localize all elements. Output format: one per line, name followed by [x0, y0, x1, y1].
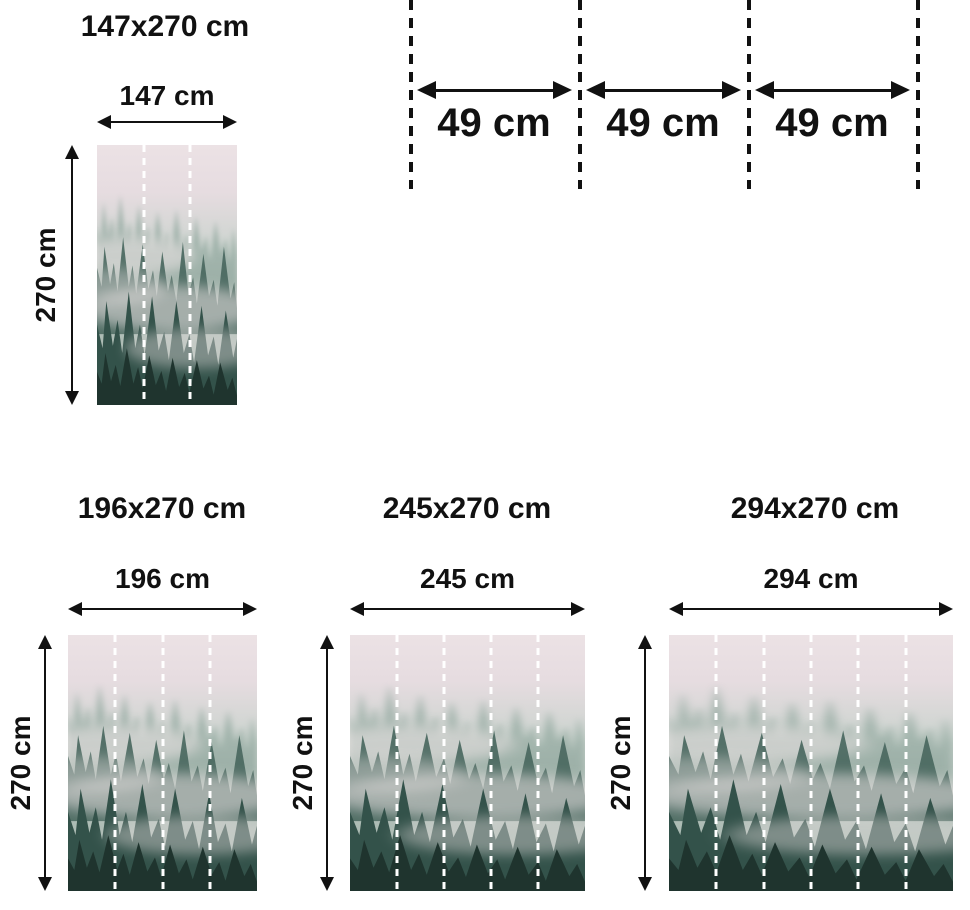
variant-title-294x270: 294x270 cm: [730, 492, 900, 525]
arrowhead-right-icon: [939, 602, 953, 616]
width-dimension-label: 245 cm: [420, 563, 515, 594]
arrowhead-up-icon: [320, 635, 334, 649]
arrow-line: [71, 149, 73, 401]
height-dimension-label: 270 cm: [287, 715, 318, 811]
variant-title-245x270: 245x270 cm: [382, 492, 552, 525]
arrow-line: [354, 608, 581, 610]
height-dimension-label: 270 cm: [5, 715, 36, 811]
panel-width-label: 49 cm: [437, 101, 551, 145]
foggy-forest-image: [350, 635, 585, 891]
arrowhead-up-icon: [38, 635, 52, 649]
panel-divider-line: [442, 635, 446, 891]
arrow-line: [326, 639, 328, 887]
panel-cut-line: [747, 0, 751, 189]
arrowhead-left-icon: [586, 81, 605, 99]
panel-divider-line: [762, 635, 766, 891]
mural-preview-294x270: [669, 635, 953, 891]
arrowhead-up-icon: [638, 635, 652, 649]
arrowhead-right-icon: [722, 81, 741, 99]
width-dimension-label: 147 cm: [119, 80, 215, 111]
arrow-line: [590, 89, 737, 92]
height-dimension-label: 270 cm: [30, 227, 61, 323]
arrow-line: [72, 608, 253, 610]
arrowhead-up-icon: [65, 145, 79, 159]
width-dimension-arrow: [669, 601, 953, 617]
foggy-forest-image: [97, 145, 237, 405]
panel-cut-line: [409, 0, 413, 189]
arrow-line: [644, 639, 646, 887]
variant-title-196x270: 196x270 cm: [77, 492, 247, 525]
height-dimension-arrow: [37, 635, 53, 891]
mural-preview-245x270: [350, 635, 585, 891]
arrow-line: [759, 89, 906, 92]
height-dimension-arrow: [319, 635, 335, 891]
mural-preview-196x270: [68, 635, 257, 891]
arrowhead-right-icon: [891, 81, 910, 99]
panel-divider-line: [536, 635, 540, 891]
height-dimension-arrow: [637, 635, 653, 891]
height-dimension-arrow: [64, 145, 80, 405]
mural-preview-147x270: [97, 145, 237, 405]
width-dimension-label: 196 cm: [115, 563, 210, 594]
arrow-line: [673, 608, 949, 610]
panel-divider-line: [395, 635, 399, 891]
panel-divider-line: [208, 635, 212, 891]
arrowhead-left-icon: [97, 115, 111, 129]
width-dimension-arrow: [350, 601, 585, 617]
arrowhead-down-icon: [65, 391, 79, 405]
width-dimension-arrow: [68, 601, 257, 617]
panel-divider-line: [856, 635, 860, 891]
panel-divider-line: [113, 635, 117, 891]
width-dimension-label: 294 cm: [763, 563, 859, 594]
arrow-line: [44, 639, 46, 887]
arrowhead-left-icon: [350, 602, 364, 616]
panel-cut-line: [578, 0, 582, 189]
arrowhead-left-icon: [669, 602, 683, 616]
panel-width-arrow: [586, 80, 741, 100]
panel-width-arrow: [755, 80, 910, 100]
panel-divider-line: [489, 635, 493, 891]
panel-divider-line: [809, 635, 813, 891]
variant-title-147x270: 147x270 cm: [80, 10, 250, 43]
arrowhead-down-icon: [638, 877, 652, 891]
panel-divider-line: [161, 635, 164, 891]
panel-width-arrow: [417, 80, 572, 100]
arrowhead-down-icon: [38, 877, 52, 891]
arrowhead-right-icon: [223, 115, 237, 129]
arrowhead-down-icon: [320, 877, 334, 891]
height-dimension-label: 270 cm: [605, 715, 636, 811]
arrowhead-left-icon: [68, 602, 82, 616]
arrowhead-right-icon: [571, 602, 585, 616]
panel-divider-line: [714, 635, 718, 891]
width-dimension-arrow: [97, 114, 237, 130]
arrow-line: [421, 89, 568, 92]
arrowhead-left-icon: [417, 81, 436, 99]
panel-width-label: 49 cm: [606, 101, 720, 145]
panel-divider-line: [142, 145, 146, 405]
arrowhead-left-icon: [755, 81, 774, 99]
arrowhead-right-icon: [243, 602, 257, 616]
panel-width-label: 49 cm: [775, 101, 889, 145]
arrowhead-right-icon: [553, 81, 572, 99]
arrow-line: [101, 121, 233, 123]
panel-divider-line: [188, 145, 192, 405]
panel-cut-line: [916, 0, 920, 189]
panel-divider-line: [904, 635, 908, 891]
